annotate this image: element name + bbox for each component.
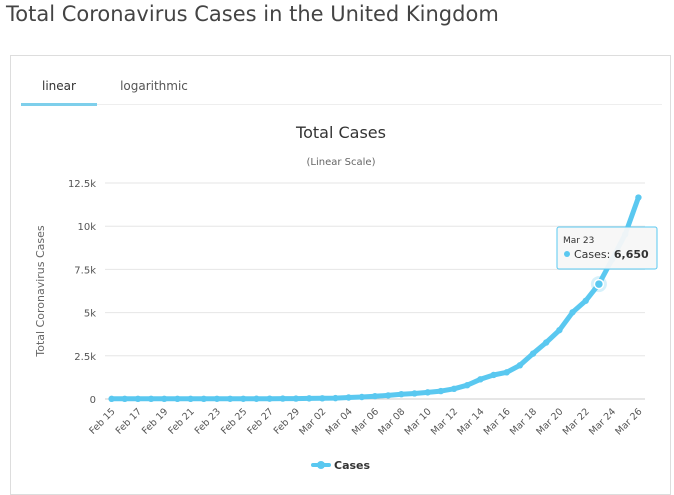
data-point xyxy=(582,297,589,304)
data-point xyxy=(384,392,392,399)
tooltip-marker xyxy=(564,251,570,257)
data-point xyxy=(398,390,405,398)
data-point xyxy=(450,385,458,393)
x-tick-label: Mar 22 xyxy=(561,406,592,437)
data-point xyxy=(134,395,142,403)
y-axis-label: Total Coronavirus Cases xyxy=(34,225,47,358)
data-point xyxy=(253,395,260,402)
hover-point xyxy=(593,278,605,290)
x-tick-label: Mar 20 xyxy=(534,406,565,437)
data-point xyxy=(240,395,247,402)
data-point xyxy=(358,393,366,401)
data-point xyxy=(635,194,642,201)
data-point xyxy=(371,392,379,400)
data-point xyxy=(543,339,550,346)
data-point xyxy=(187,395,194,403)
legend[interactable]: Cases xyxy=(311,459,371,472)
x-tick-label: Mar 10 xyxy=(403,406,434,437)
data-point xyxy=(161,395,168,403)
tooltip-date: Mar 23 xyxy=(563,236,594,246)
data-point xyxy=(345,394,352,401)
x-tick-label: Feb 17 xyxy=(114,406,144,436)
x-tick-label: Mar 16 xyxy=(482,406,513,437)
data-point xyxy=(463,382,471,389)
data-point xyxy=(516,362,524,369)
x-tick-label: Mar 12 xyxy=(429,406,460,437)
x-tick-label: Feb 15 xyxy=(87,406,117,436)
data-point xyxy=(108,395,115,403)
y-axis-ticks: 0 2.5k 5k 7.5k 10k 12.5k xyxy=(68,179,96,406)
data-point xyxy=(200,395,207,403)
data-point xyxy=(213,395,221,402)
data-point xyxy=(411,390,418,397)
x-tick-label: Mar 14 xyxy=(455,406,486,437)
data-point xyxy=(319,395,326,402)
y-tick-label: 2.5k xyxy=(74,352,96,363)
data-point xyxy=(477,376,484,383)
x-tick-label: Mar 02 xyxy=(297,406,328,437)
page-title: Total Coronavirus Cases in the United Ki… xyxy=(6,2,499,26)
tab-linear[interactable]: linear xyxy=(21,76,97,106)
data-point xyxy=(226,395,234,402)
x-tick-label: Feb 19 xyxy=(140,406,170,436)
data-point xyxy=(266,395,273,402)
line-chart: Total Cases (Linear Scale) Total Coronav… xyxy=(34,123,658,472)
data-point xyxy=(147,395,155,403)
x-tick-label: Mar 08 xyxy=(376,406,407,437)
y-tick-label: 5k xyxy=(84,309,96,320)
y-tick-label: 10k xyxy=(77,222,96,233)
chart-panel: linear logarithmic xyxy=(10,55,671,495)
tooltip-text: Cases: 6,650 xyxy=(574,248,649,261)
x-tick-label: Mar 18 xyxy=(508,406,539,437)
x-tick-label: Feb 21 xyxy=(166,406,196,436)
data-point xyxy=(305,395,313,402)
x-tick-label: Mar 04 xyxy=(324,406,355,437)
data-point xyxy=(529,350,537,357)
y-tick-label: 0 xyxy=(90,395,96,406)
data-point xyxy=(174,395,181,403)
tooltip: Mar 23 Cases: 6,650 xyxy=(556,226,658,293)
chart-subtitle: (Linear Scale) xyxy=(307,157,376,168)
x-tick-label: Feb 23 xyxy=(193,406,223,436)
legend-label: Cases xyxy=(334,459,371,472)
tab-logarithmic[interactable]: logarithmic xyxy=(120,79,188,93)
legend-marker xyxy=(317,461,325,469)
data-point xyxy=(332,394,339,402)
x-tick-label: Feb 29 xyxy=(272,406,302,436)
chart-title: Total Cases xyxy=(295,123,386,142)
data-point xyxy=(121,395,128,403)
x-tick-label: Feb 25 xyxy=(219,406,249,436)
y-tick-label: 7.5k xyxy=(74,265,96,276)
data-point xyxy=(490,371,497,379)
data-point xyxy=(292,395,300,402)
x-tick-label: Mar 26 xyxy=(613,406,644,437)
tooltip-box xyxy=(556,226,658,270)
scale-tabs: linear logarithmic xyxy=(21,76,662,106)
grid xyxy=(105,182,645,400)
data-point xyxy=(556,326,563,334)
data-point xyxy=(569,309,576,316)
data-point xyxy=(279,395,287,402)
y-tick-label: 12.5k xyxy=(68,179,96,190)
series-cases xyxy=(108,194,642,403)
data-point xyxy=(424,389,431,396)
x-tick-label: Feb 27 xyxy=(245,406,275,436)
x-tick-label: Mar 24 xyxy=(587,406,618,437)
x-tick-label: Mar 06 xyxy=(350,406,381,437)
data-point xyxy=(437,387,445,395)
data-point xyxy=(503,369,510,376)
